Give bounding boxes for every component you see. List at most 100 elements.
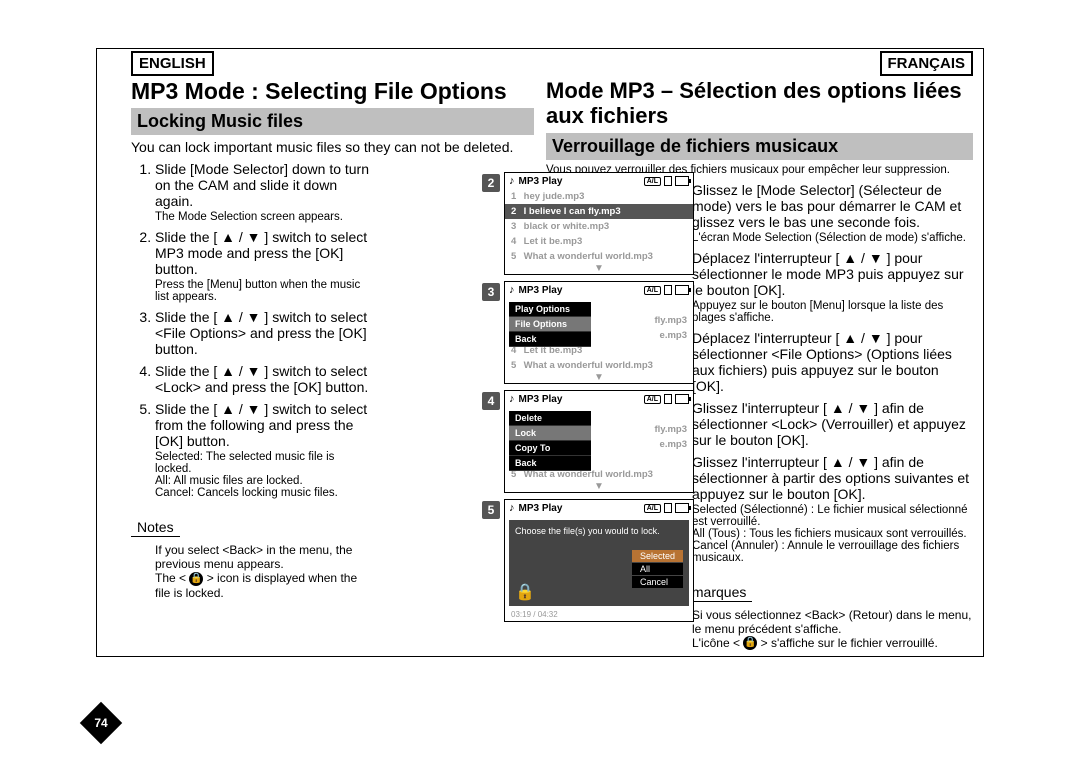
screen-row-4: 4 ♪ MP3 Play A/L fly.mp3 e.mp3 5	[482, 390, 698, 493]
time-counter: 03:19 / 04:32	[505, 610, 693, 621]
menu-item-selected: Lock	[509, 426, 591, 441]
step-sub: L'écran Mode Selection (Sélection de mod…	[692, 232, 973, 244]
lock-icon: 🔒	[189, 572, 203, 586]
screen-row-5: 5 ♪ MP3 Play A/L Choose the file(s) you …	[482, 499, 698, 622]
step-num-4: 4	[482, 392, 500, 410]
scroll-down-icon: ▼	[505, 482, 693, 492]
note-en-2: The < 🔒 > icon is displayed when the fil…	[155, 571, 374, 600]
page-number-badge: 74	[80, 702, 122, 744]
device-screen-2: ♪ MP3 Play A/L 1 hey jude.mp3 2 I believ…	[504, 172, 694, 275]
battery-icon	[675, 394, 689, 404]
lock-dialog: Choose the file(s) you would to lock. Se…	[509, 520, 689, 606]
step-fr-3: Déplacez l'interrupteur [ ▲ / ▼ ] pour s…	[692, 330, 973, 394]
menu-item: Back	[509, 456, 591, 471]
title-fr: Mode MP3 – Sélection des options liées a…	[546, 78, 973, 129]
memory-card-icon	[664, 285, 672, 295]
step-text: Glissez l'interrupteur [ ▲ / ▼ ] afin de…	[692, 454, 969, 502]
lock-opt: All	[632, 563, 683, 575]
track-item: 4 Let it be.mp3	[505, 234, 693, 249]
step-text: Slide the [ ▲ / ▼ ] switch to select MP3…	[155, 229, 367, 277]
title-en: MP3 Mode : Selecting File Options	[131, 78, 534, 104]
track-item: 1 hey jude.mp3	[505, 189, 693, 204]
track-list: 1 hey jude.mp3 2 I believe I can fly.mp3…	[505, 189, 693, 264]
step-fr-1: Glissez le [Mode Selector] (Sélecteur de…	[692, 182, 973, 244]
step-fr-4: Glissez l'interrupteur [ ▲ / ▼ ] afin de…	[692, 400, 973, 448]
menu-item: Play Options	[509, 302, 591, 317]
music-note-icon: ♪	[509, 175, 515, 187]
track-item: 5 What a wonderful world.mp3	[505, 358, 693, 373]
step-text: Slide the [ ▲ / ▼ ] switch to select <Lo…	[155, 363, 368, 395]
lock-prompt: Choose the file(s) you would to lock.	[515, 526, 683, 536]
lock-opt-selected: Selected	[632, 550, 683, 562]
note-fr-2: L'icône < 🔒 > s'affiche sur le fichier v…	[692, 636, 973, 651]
lock-icon: 🔒	[515, 582, 533, 600]
menu-item-selected: File Options	[509, 317, 591, 332]
device-screen-3: ♪ MP3 Play A/L fly.mp3 e.mp3 4 Let it be…	[504, 281, 694, 384]
music-note-icon: ♪	[509, 284, 515, 296]
steps-fr: Glissez le [Mode Selector] (Sélecteur de…	[668, 182, 973, 564]
memory-card-icon	[664, 503, 672, 513]
menu-item: Back	[509, 332, 591, 347]
screen-header: ♪ MP3 Play A/L	[505, 173, 693, 189]
battery-icon	[675, 176, 689, 186]
lock-icon: 🔒	[743, 636, 757, 650]
repeat-icon: A/L	[644, 177, 661, 186]
manual-page: ENGLISH MP3 Mode : Selecting File Option…	[0, 0, 1080, 764]
lang-tab-en: ENGLISH	[131, 51, 214, 76]
popup-menu: Delete Lock Copy To Back	[509, 411, 591, 471]
battery-icon	[675, 285, 689, 295]
memory-card-icon	[664, 176, 672, 186]
notes-en: If you select <Back> in the menu, the pr…	[131, 543, 374, 600]
device-screen-5: ♪ MP3 Play A/L Choose the file(s) you wo…	[504, 499, 694, 622]
scroll-down-icon: ▼	[505, 264, 693, 274]
step-text: Glissez l'interrupteur [ ▲ / ▼ ] afin de…	[692, 400, 966, 448]
device-screen-4: ♪ MP3 Play A/L fly.mp3 e.mp3 5 What a wo…	[504, 390, 694, 493]
screen-header: ♪ MP3 Play A/L	[505, 500, 693, 516]
screen-header: ♪ MP3 Play A/L	[505, 391, 693, 407]
lock-opt: Cancel	[632, 576, 683, 588]
screen-row-3: 3 ♪ MP3 Play A/L fly.mp3 e.mp3 4 Let it …	[482, 281, 698, 384]
track-item: 3 black or white.mp3	[505, 219, 693, 234]
page-number: 74	[86, 708, 116, 738]
step-en-4: Slide the [ ▲ / ▼ ] switch to select <Lo…	[155, 363, 374, 395]
step-text: Glissez le [Mode Selector] (Sélecteur de…	[692, 182, 961, 230]
popup-menu: Play Options File Options Back	[509, 302, 591, 347]
music-note-icon: ♪	[509, 502, 515, 514]
step-text: Slide the [ ▲ / ▼ ] switch to select fro…	[155, 401, 367, 449]
step-en-2: Slide the [ ▲ / ▼ ] switch to select MP3…	[155, 229, 374, 303]
steps-en: Slide [Mode Selector] down to turn on th…	[131, 161, 374, 499]
note-en-1: If you select <Back> in the menu, the pr…	[155, 543, 374, 571]
step-en-1: Slide [Mode Selector] down to turn on th…	[155, 161, 374, 223]
screen-title: MP3 Play	[519, 503, 563, 514]
column-english: ENGLISH MP3 Mode : Selecting File Option…	[97, 49, 540, 656]
notes-label-en: Notes	[131, 519, 180, 537]
repeat-icon: A/L	[644, 504, 661, 513]
step-sub: The Mode Selection screen appears.	[155, 211, 374, 223]
step-text: Slide the [ ▲ / ▼ ] switch to select <Fi…	[155, 309, 367, 357]
track-item: 5 What a wonderful world.mp3	[505, 249, 693, 264]
track-item-selected: 2 I believe I can fly.mp3	[505, 204, 693, 219]
memory-card-icon	[664, 394, 672, 404]
menu-item: Copy To	[509, 441, 591, 456]
menu-item: Delete	[509, 411, 591, 426]
step-text: Slide [Mode Selector] down to turn on th…	[155, 161, 369, 209]
battery-icon	[675, 503, 689, 513]
step-num-3: 3	[482, 283, 500, 301]
step-num-2: 2	[482, 174, 500, 192]
intro-en: You can lock important music files so th…	[131, 139, 534, 155]
screen-title: MP3 Play	[519, 176, 563, 187]
step-en-3: Slide the [ ▲ / ▼ ] switch to select <Fi…	[155, 309, 374, 357]
lang-tab-fr: FRANÇAIS	[880, 51, 974, 76]
screen-header: ♪ MP3 Play A/L	[505, 282, 693, 298]
step-sub: Press the [Menu] button when the music l…	[155, 279, 374, 303]
step-en-5: Slide the [ ▲ / ▼ ] switch to select fro…	[155, 401, 374, 499]
music-note-icon: ♪	[509, 393, 515, 405]
step-sub: Selected (Sélectionné) : Le fichier musi…	[692, 504, 973, 564]
notes-fr: Si vous sélectionnez <Back> (Retour) dan…	[668, 608, 973, 651]
lock-options: Selected All Cancel	[632, 550, 683, 588]
step-sub: Appuyez sur le bouton [Menu] lorsque la …	[692, 300, 973, 324]
note-fr-1: Si vous sélectionnez <Back> (Retour) dan…	[692, 608, 973, 636]
device-screenshots: 2 ♪ MP3 Play A/L 1 hey jude.mp3 2 I beli…	[482, 172, 698, 622]
section-en: Locking Music files	[131, 108, 534, 135]
step-fr-2: Déplacez l'interrupteur [ ▲ / ▼ ] pour s…	[692, 250, 973, 324]
